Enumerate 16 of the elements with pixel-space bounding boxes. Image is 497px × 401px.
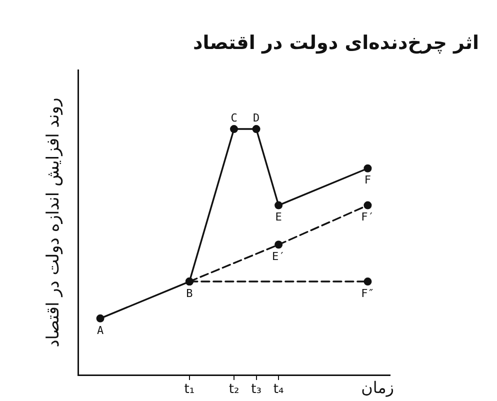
annotation: D [252, 111, 260, 124]
x-tick-label: t₂ [228, 382, 240, 398]
annotation: F [364, 174, 372, 187]
annotation: F″ [361, 286, 374, 300]
annotation: E′ [272, 250, 286, 263]
chart-title: اثر چرخ‌دنده‌ای دولت در اقتصاد [193, 32, 479, 54]
x-tick-label: t₃ [251, 382, 262, 398]
y-axis-title: روند افزایش اندازه دولت در اقتصاد [44, 98, 64, 348]
x-tick-label: t₄ [273, 382, 284, 398]
annotation: B [186, 286, 194, 300]
annotation: A [96, 324, 104, 337]
annotation: C [230, 111, 238, 124]
x-tick-label: t₁ [184, 382, 195, 398]
x-axis-title: زمان [361, 378, 394, 398]
annotation: F′ [361, 210, 374, 224]
annotation: E [275, 210, 282, 224]
